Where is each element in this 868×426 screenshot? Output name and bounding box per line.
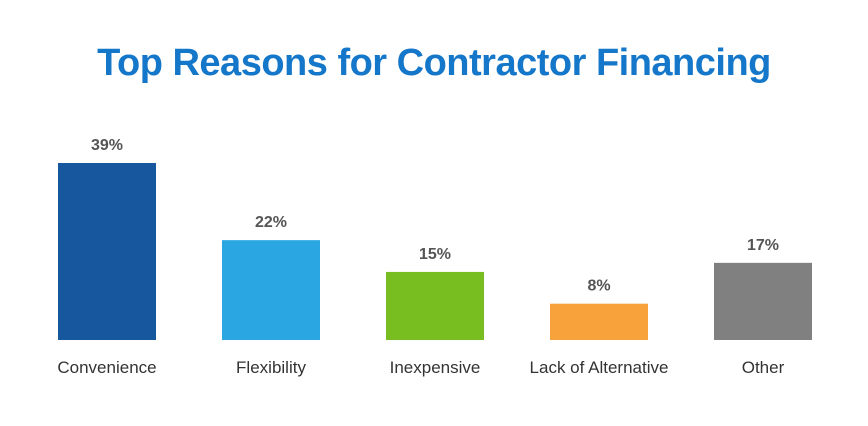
category-label-flexibility: Flexibility	[236, 358, 306, 377]
value-label-flexibility: 22%	[255, 214, 287, 231]
bar-other	[714, 262, 812, 340]
chart-title: Top Reasons for Contractor Financing	[97, 42, 771, 84]
value-label-inexpensive: 15%	[419, 246, 451, 263]
value-labels-layer: 39% 22% 15% 8% 17%	[91, 137, 779, 295]
value-label-convenience: 39%	[91, 137, 123, 154]
category-label-convenience: Convenience	[57, 358, 156, 377]
category-label-other: Other	[742, 358, 785, 377]
value-label-other: 17%	[747, 237, 779, 254]
bar-convenience	[58, 163, 156, 340]
value-label-lack-of-alternative: 8%	[587, 278, 610, 295]
bar-inexpensive	[386, 271, 484, 340]
bars-layer	[58, 163, 812, 340]
category-labels-layer: Convenience Flexibility Inexpensive Lack of…	[57, 358, 784, 377]
bar-flexibility	[222, 240, 320, 340]
bar-lack-of-alternative	[550, 303, 648, 340]
category-label-inexpensive: Inexpensive	[390, 358, 481, 377]
category-label-lack-of-alternative: Lack of Alternative	[530, 358, 669, 377]
